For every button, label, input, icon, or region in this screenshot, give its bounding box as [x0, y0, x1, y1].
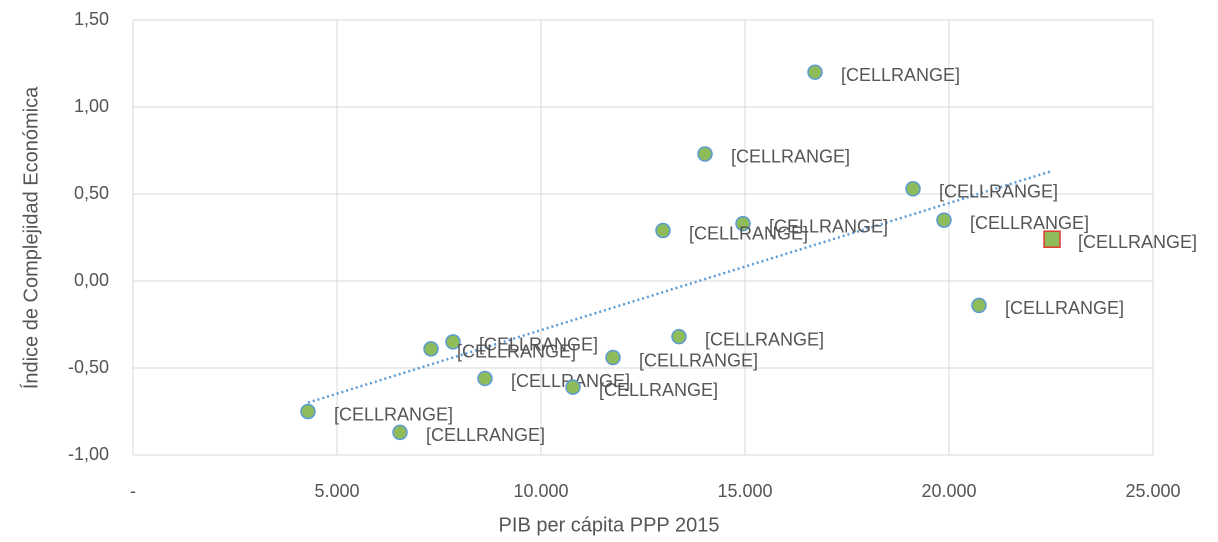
data-label: [CELLRANGE] — [639, 350, 758, 370]
y-axis-title: Índice de Complejidad Económica — [19, 86, 42, 389]
data-label: [CELLRANGE] — [939, 182, 1058, 202]
point — [1043, 230, 1061, 248]
data-label: [CELLRANGE] — [841, 65, 960, 85]
data-label: [CELLRANGE] — [334, 404, 453, 424]
x-tick-label: 20.000 — [921, 481, 976, 501]
data-label: [CELLRANGE] — [705, 329, 824, 349]
y-tick-label: -0,50 — [68, 357, 109, 377]
y-tick-label: 1,50 — [74, 9, 109, 29]
point — [735, 215, 751, 232]
data-label: [CELLRANGE] — [1005, 298, 1124, 318]
data-label: [CELLRANGE] — [689, 223, 808, 243]
y-tick-label: -1,00 — [68, 444, 109, 464]
point — [905, 181, 921, 197]
point — [605, 349, 621, 366]
point — [477, 370, 493, 387]
y-tick-label: 0,50 — [74, 183, 109, 203]
point — [423, 341, 439, 357]
point — [697, 146, 713, 162]
x-tick-label: 5.000 — [314, 481, 359, 501]
x-tick-label: 15.000 — [717, 481, 772, 501]
point — [971, 297, 987, 314]
data-label: [CELLRANGE] — [599, 380, 718, 400]
point — [565, 379, 581, 395]
data-label: [CELLRANGE] — [1078, 232, 1197, 252]
x-axis-title: PIB per cápita PPP 2015 — [499, 514, 720, 536]
point — [671, 328, 687, 345]
x-tick-label: - — [130, 481, 136, 501]
x-tick-label: 25.000 — [1125, 481, 1180, 501]
y-tick-label: 0,00 — [74, 270, 109, 290]
data-label: [CELLRANGE] — [479, 335, 598, 355]
x-tick-label: 10.000 — [513, 481, 568, 501]
data-label: [CELLRANGE] — [970, 213, 1089, 233]
point — [445, 334, 461, 350]
point — [300, 403, 316, 420]
point — [392, 424, 408, 441]
point — [807, 64, 823, 80]
point — [936, 212, 952, 228]
point — [655, 222, 671, 239]
data-label: [CELLRANGE] — [457, 342, 576, 362]
y-tick-label: 1,00 — [74, 96, 109, 116]
data-label: [CELLRANGE] — [731, 147, 850, 167]
data-label: [CELLRANGE] — [426, 425, 545, 445]
data-label: [CELLRANGE] — [769, 216, 888, 236]
